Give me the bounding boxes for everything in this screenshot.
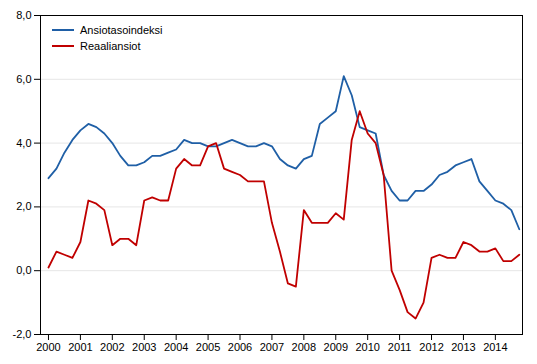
svg-text:2005: 2005 xyxy=(196,341,220,353)
svg-text:2013: 2013 xyxy=(451,341,475,353)
svg-text:-2,0: -2,0 xyxy=(13,328,32,340)
svg-text:2012: 2012 xyxy=(419,341,443,353)
svg-text:2007: 2007 xyxy=(260,341,284,353)
svg-text:0,0: 0,0 xyxy=(16,264,31,276)
svg-text:2001: 2001 xyxy=(68,341,92,353)
svg-text:8,0: 8,0 xyxy=(16,9,31,21)
svg-text:2009: 2009 xyxy=(324,341,348,353)
svg-text:2008: 2008 xyxy=(292,341,316,353)
svg-text:6,0: 6,0 xyxy=(16,73,31,85)
svg-text:2004: 2004 xyxy=(164,341,188,353)
html-text:Reaaliansiot: Reaaliansiot xyxy=(80,40,141,52)
svg-text:2003: 2003 xyxy=(132,341,156,353)
svg-text:2006: 2006 xyxy=(228,341,252,353)
svg-text:2,0: 2,0 xyxy=(16,200,31,212)
html-text:Ansiotasoindeksi: Ansiotasoindeksi xyxy=(80,24,163,36)
svg-text:2002: 2002 xyxy=(100,341,124,353)
svg-text:4,0: 4,0 xyxy=(16,137,31,149)
svg-text:2011: 2011 xyxy=(388,341,412,353)
svg-text:2000: 2000 xyxy=(36,341,60,353)
svg-text:2014: 2014 xyxy=(483,341,507,353)
svg-text:2010: 2010 xyxy=(355,341,379,353)
